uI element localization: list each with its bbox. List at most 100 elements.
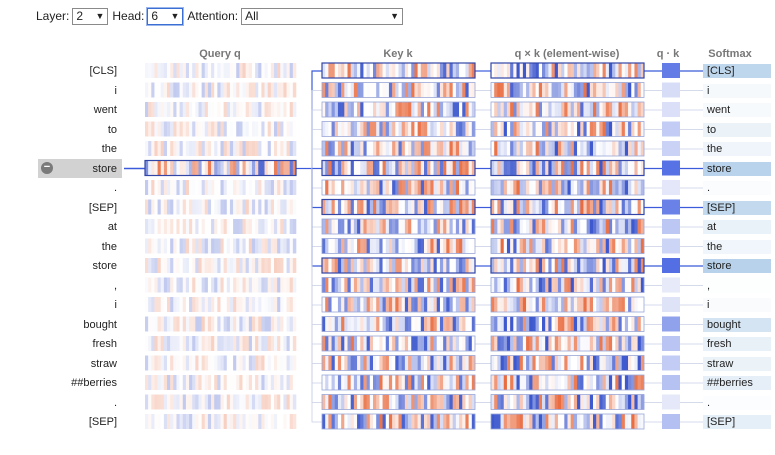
vector-cell [455, 121, 460, 137]
query-token[interactable]: the [101, 143, 117, 155]
vector-cell [513, 277, 517, 293]
vector-cell [337, 414, 342, 429]
dot-product-cell [662, 316, 680, 332]
query-token[interactable]: fresh [92, 338, 117, 350]
vector-cell [621, 336, 626, 351]
vector-cell [637, 238, 642, 254]
query-key-line [311, 70, 322, 169]
vector-cell [198, 414, 202, 429]
vector-cell [167, 316, 171, 332]
query-token[interactable]: ##berries [71, 377, 117, 389]
query-token[interactable]: bought [83, 318, 117, 331]
vector-cell [577, 219, 581, 234]
vector-cell [176, 336, 180, 351]
query-token[interactable]: . [113, 182, 117, 194]
key-token[interactable]: . [703, 396, 771, 410]
query-token[interactable]: to [107, 123, 117, 136]
vector-cell [570, 277, 575, 293]
query-token[interactable]: i [114, 84, 117, 97]
vector-cell [201, 180, 206, 195]
query-token[interactable]: store [92, 260, 117, 272]
vector-cell [157, 336, 162, 351]
vector-cell [280, 238, 284, 254]
deselect-icon[interactable]: − [41, 161, 53, 174]
vector-cell [226, 394, 231, 410]
key-token[interactable]: the [703, 239, 771, 254]
key-token[interactable]: the [703, 142, 771, 156]
vector-cell [545, 297, 549, 312]
vector-cell [195, 258, 199, 273]
key-token[interactable]: i [703, 298, 771, 312]
vector-cell [229, 63, 234, 78]
vector-cell [382, 277, 387, 293]
query-token[interactable]: [SEP] [88, 416, 117, 428]
vector-cell [248, 238, 253, 254]
vector-cell [353, 238, 358, 254]
key-token[interactable]: to [703, 122, 771, 137]
key-token[interactable]: i [703, 83, 771, 98]
query-token[interactable]: [CLS] [89, 65, 117, 77]
vector-cell [506, 141, 511, 156]
vector-cell [634, 336, 638, 351]
vector-cell [621, 414, 626, 429]
vector-cell [548, 316, 552, 332]
head-select[interactable]: 6 ▼ [147, 7, 184, 25]
vector-cell [173, 375, 177, 390]
vector-cell [500, 375, 505, 390]
query-token[interactable]: i [114, 299, 117, 311]
key-token[interactable]: fresh [703, 337, 771, 351]
key-token[interactable]: store [703, 161, 771, 176]
vector-cell [430, 141, 434, 156]
vector-cell [519, 199, 524, 215]
vector-cell [270, 63, 275, 78]
key-token[interactable]: straw [703, 356, 771, 371]
vector-cell [430, 63, 434, 78]
vector-cell [608, 63, 613, 78]
vector-cell [236, 180, 240, 195]
vector-cell [201, 141, 206, 156]
vector-cell [624, 238, 629, 254]
query-token[interactable]: went [93, 104, 117, 116]
key-token[interactable]: ##berries [703, 376, 771, 390]
vector-cell [176, 102, 180, 117]
vector-cell [491, 414, 495, 429]
vector-cell [542, 375, 546, 390]
query-token[interactable]: store [92, 162, 117, 175]
attention-select[interactable]: All ▼ [241, 7, 404, 25]
key-token[interactable]: store [703, 259, 771, 273]
query-token[interactable]: the [101, 240, 117, 253]
key-token[interactable]: at [703, 220, 771, 234]
vector-cell [242, 102, 246, 117]
vector-cell [503, 219, 508, 234]
vector-cell [379, 121, 383, 137]
vector-cell [535, 277, 540, 293]
vector-cell [586, 297, 591, 312]
query-token[interactable]: . [113, 396, 117, 409]
vector-cell [258, 375, 262, 390]
vector-cell [513, 63, 517, 78]
vector-cell [577, 160, 581, 176]
vector-cell [182, 355, 187, 371]
layer-select[interactable]: 2 ▼ [72, 7, 109, 25]
vector-cell [593, 180, 597, 195]
key-token[interactable]: [CLS] [703, 64, 771, 78]
query-token[interactable]: [SEP] [88, 201, 117, 214]
query-token[interactable]: straw [90, 357, 117, 370]
vector-cell [350, 141, 355, 156]
head-select-value: 6 [151, 8, 159, 23]
key-token[interactable]: bought [703, 317, 771, 332]
key-token[interactable]: [SEP] [703, 415, 771, 429]
vector-cell [328, 199, 332, 215]
vector-cell [561, 121, 565, 137]
vector-cell [459, 277, 463, 293]
key-token[interactable]: . [703, 181, 771, 195]
key-token[interactable]: , [707, 279, 711, 292]
query-token[interactable]: , [113, 279, 117, 292]
vector-cell [580, 82, 584, 98]
vector-cell [618, 394, 622, 410]
query-token[interactable]: at [107, 221, 117, 233]
vector-cell [157, 180, 162, 195]
key-token[interactable]: [SEP] [703, 200, 771, 215]
key-token[interactable]: went [703, 103, 771, 117]
vector-cell [267, 121, 272, 137]
